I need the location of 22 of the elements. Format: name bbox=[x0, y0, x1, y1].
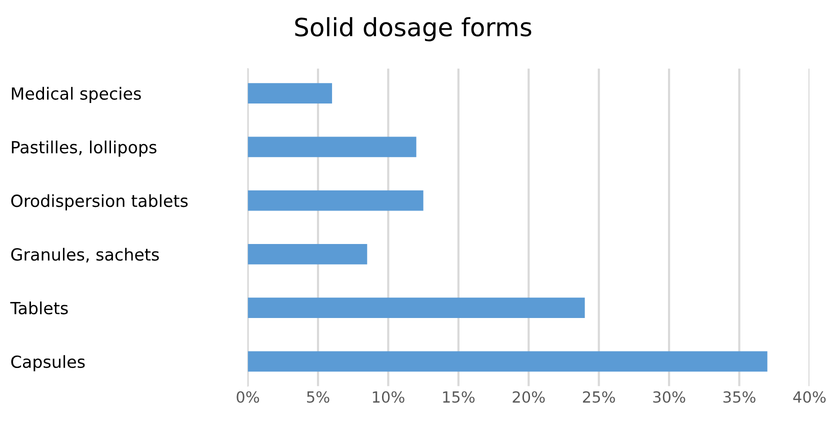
y-tick-label: Granules, sachets bbox=[11, 248, 159, 262]
bar bbox=[248, 190, 424, 211]
x-tick-label: 25% bbox=[582, 391, 615, 403]
y-tick-label: Tablets bbox=[10, 302, 68, 314]
x-tick-label: 30% bbox=[653, 391, 686, 403]
x-tick-label: 35% bbox=[723, 391, 756, 403]
x-tick-label: 5% bbox=[307, 391, 330, 403]
chart-title: Solid dosage forms bbox=[295, 17, 532, 42]
x-tick-label: 10% bbox=[372, 391, 404, 403]
bar bbox=[248, 351, 768, 372]
y-tick-label: Medical species bbox=[12, 86, 141, 104]
x-tick-label: 20% bbox=[512, 391, 545, 403]
y-tick-label: Pastilles, lollipops bbox=[12, 140, 156, 157]
bar bbox=[248, 298, 585, 318]
x-tick-label: 40% bbox=[793, 391, 826, 403]
y-tick-label: Orodispersion tablets bbox=[11, 194, 188, 210]
x-tick-label: 0% bbox=[236, 391, 260, 403]
bar bbox=[248, 244, 368, 264]
bar bbox=[248, 83, 332, 104]
bar bbox=[248, 136, 416, 158]
x-tick-label: 15% bbox=[443, 391, 475, 403]
y-tick-label: Capsules bbox=[11, 355, 85, 372]
